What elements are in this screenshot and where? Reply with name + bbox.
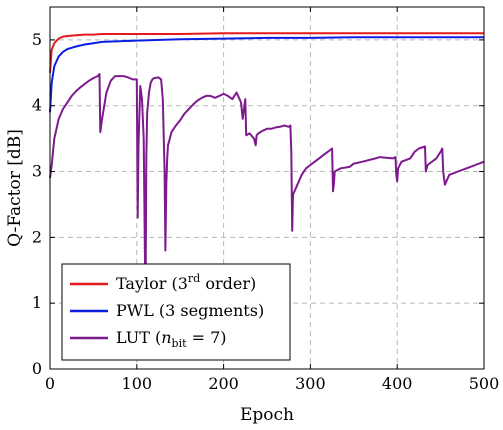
legend-label-pwl: PWL (3 segments) bbox=[116, 301, 264, 320]
ticks: 0 100 200 300 400 500 0 1 2 3 4 5 bbox=[32, 7, 499, 393]
series-line-pwl bbox=[49, 36, 484, 113]
plot-frame bbox=[49, 6, 485, 370]
x-tick-label: 300 bbox=[295, 374, 326, 393]
legend: Taylor (3rd order) PWL (3 segments) LUT (n… bbox=[61, 263, 291, 361]
y-tick-label: 4 bbox=[32, 96, 42, 115]
x-tick-label: 500 bbox=[469, 374, 500, 393]
series-line-lut bbox=[49, 73, 485, 311]
x-tick-label: 200 bbox=[208, 374, 239, 393]
y-axis-title: Q-Factor [dB] bbox=[5, 129, 25, 247]
x-axis-title: Epoch bbox=[240, 405, 294, 425]
y-tick-label: 1 bbox=[32, 293, 42, 312]
x-tick-label: 100 bbox=[122, 374, 153, 393]
series-line-taylor bbox=[49, 32, 484, 73]
x-tick-label: 400 bbox=[382, 374, 413, 393]
y-tick-label: 2 bbox=[32, 227, 42, 246]
series-lines bbox=[49, 32, 485, 311]
legend-label-taylor: Taylor (3rd order) bbox=[116, 272, 256, 293]
legend-label-lut: LUT (nbit = 7) bbox=[116, 328, 227, 350]
y-tick-label: 0 bbox=[32, 359, 42, 378]
y-tick-label: 3 bbox=[32, 162, 42, 181]
x-tick-label: 0 bbox=[45, 374, 55, 393]
y-tick-label: 5 bbox=[32, 30, 42, 49]
